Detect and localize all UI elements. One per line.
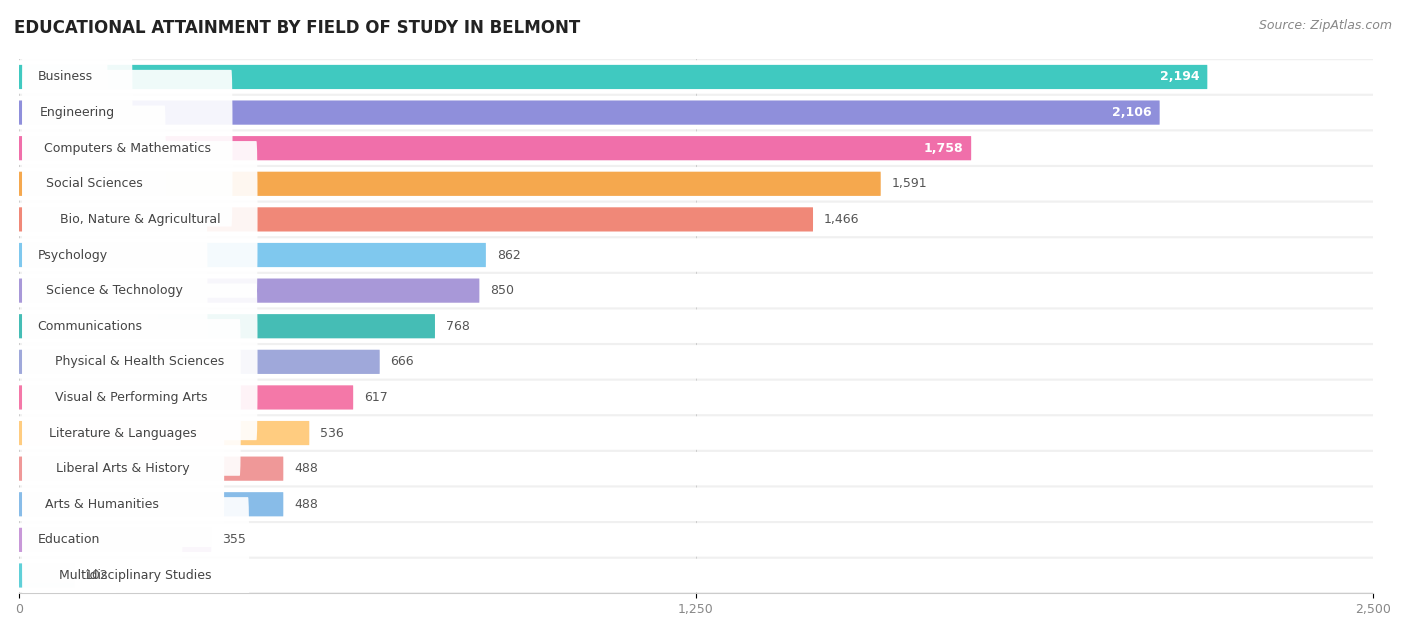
Text: Computers & Mathematics: Computers & Mathematics <box>44 142 211 155</box>
Text: 768: 768 <box>446 320 470 333</box>
FancyBboxPatch shape <box>22 105 166 262</box>
Text: Psychology: Psychology <box>38 249 108 261</box>
FancyBboxPatch shape <box>20 203 1374 236</box>
FancyBboxPatch shape <box>22 70 232 227</box>
FancyBboxPatch shape <box>20 563 75 587</box>
FancyBboxPatch shape <box>20 208 813 232</box>
FancyBboxPatch shape <box>22 248 157 404</box>
FancyBboxPatch shape <box>22 319 240 476</box>
FancyBboxPatch shape <box>20 488 1374 521</box>
Text: Source: ZipAtlas.com: Source: ZipAtlas.com <box>1258 19 1392 32</box>
FancyBboxPatch shape <box>22 461 115 618</box>
FancyBboxPatch shape <box>22 355 224 511</box>
FancyBboxPatch shape <box>22 141 257 298</box>
Text: Bio, Nature & Agricultural: Bio, Nature & Agricultural <box>59 213 221 226</box>
Text: 2,106: 2,106 <box>1112 106 1152 119</box>
Text: 617: 617 <box>364 391 388 404</box>
FancyBboxPatch shape <box>20 528 211 552</box>
FancyBboxPatch shape <box>20 136 972 160</box>
Text: Literature & Languages: Literature & Languages <box>49 427 197 440</box>
Text: 102: 102 <box>86 569 108 582</box>
FancyBboxPatch shape <box>20 452 1374 485</box>
FancyBboxPatch shape <box>20 243 486 267</box>
Text: Social Sciences: Social Sciences <box>45 177 142 191</box>
FancyBboxPatch shape <box>22 177 124 333</box>
FancyBboxPatch shape <box>20 380 1374 414</box>
FancyBboxPatch shape <box>20 96 1374 129</box>
FancyBboxPatch shape <box>22 34 132 191</box>
FancyBboxPatch shape <box>20 345 1374 379</box>
FancyBboxPatch shape <box>20 131 1374 165</box>
FancyBboxPatch shape <box>20 421 309 445</box>
Text: Business: Business <box>37 71 93 83</box>
FancyBboxPatch shape <box>20 65 1208 89</box>
Text: 355: 355 <box>222 533 246 546</box>
FancyBboxPatch shape <box>20 172 880 196</box>
Text: Arts & Humanities: Arts & Humanities <box>45 498 159 510</box>
FancyBboxPatch shape <box>20 350 380 374</box>
FancyBboxPatch shape <box>22 391 224 547</box>
Text: 488: 488 <box>294 498 318 510</box>
Text: 2,194: 2,194 <box>1160 71 1199 83</box>
FancyBboxPatch shape <box>20 558 1374 593</box>
Text: Visual & Performing Arts: Visual & Performing Arts <box>55 391 208 404</box>
Text: 666: 666 <box>391 355 415 369</box>
FancyBboxPatch shape <box>20 309 1374 343</box>
FancyBboxPatch shape <box>20 100 1160 125</box>
FancyBboxPatch shape <box>20 457 284 481</box>
Text: Liberal Arts & History: Liberal Arts & History <box>56 462 190 475</box>
Text: Engineering: Engineering <box>39 106 115 119</box>
FancyBboxPatch shape <box>22 0 107 155</box>
Text: Communications: Communications <box>38 320 142 333</box>
FancyBboxPatch shape <box>20 239 1374 272</box>
FancyBboxPatch shape <box>22 426 183 582</box>
FancyBboxPatch shape <box>22 497 249 631</box>
Text: EDUCATIONAL ATTAINMENT BY FIELD OF STUDY IN BELMONT: EDUCATIONAL ATTAINMENT BY FIELD OF STUDY… <box>14 19 581 37</box>
FancyBboxPatch shape <box>20 60 1374 94</box>
Text: 850: 850 <box>491 284 515 297</box>
FancyBboxPatch shape <box>20 314 434 338</box>
Text: Physical & Health Sciences: Physical & Health Sciences <box>55 355 225 369</box>
FancyBboxPatch shape <box>20 274 1374 307</box>
Text: Science & Technology: Science & Technology <box>46 284 183 297</box>
FancyBboxPatch shape <box>20 523 1374 557</box>
Text: Education: Education <box>38 533 100 546</box>
FancyBboxPatch shape <box>20 167 1374 201</box>
FancyBboxPatch shape <box>20 416 1374 450</box>
FancyBboxPatch shape <box>20 492 284 516</box>
FancyBboxPatch shape <box>20 278 479 303</box>
Text: Multidisciplinary Studies: Multidisciplinary Studies <box>59 569 212 582</box>
Text: 488: 488 <box>294 462 318 475</box>
Text: 536: 536 <box>321 427 344 440</box>
FancyBboxPatch shape <box>22 212 208 369</box>
Text: 1,758: 1,758 <box>924 142 963 155</box>
Text: 1,466: 1,466 <box>824 213 859 226</box>
FancyBboxPatch shape <box>22 283 257 440</box>
Text: 862: 862 <box>496 249 520 261</box>
FancyBboxPatch shape <box>20 386 353 410</box>
Text: 1,591: 1,591 <box>891 177 927 191</box>
